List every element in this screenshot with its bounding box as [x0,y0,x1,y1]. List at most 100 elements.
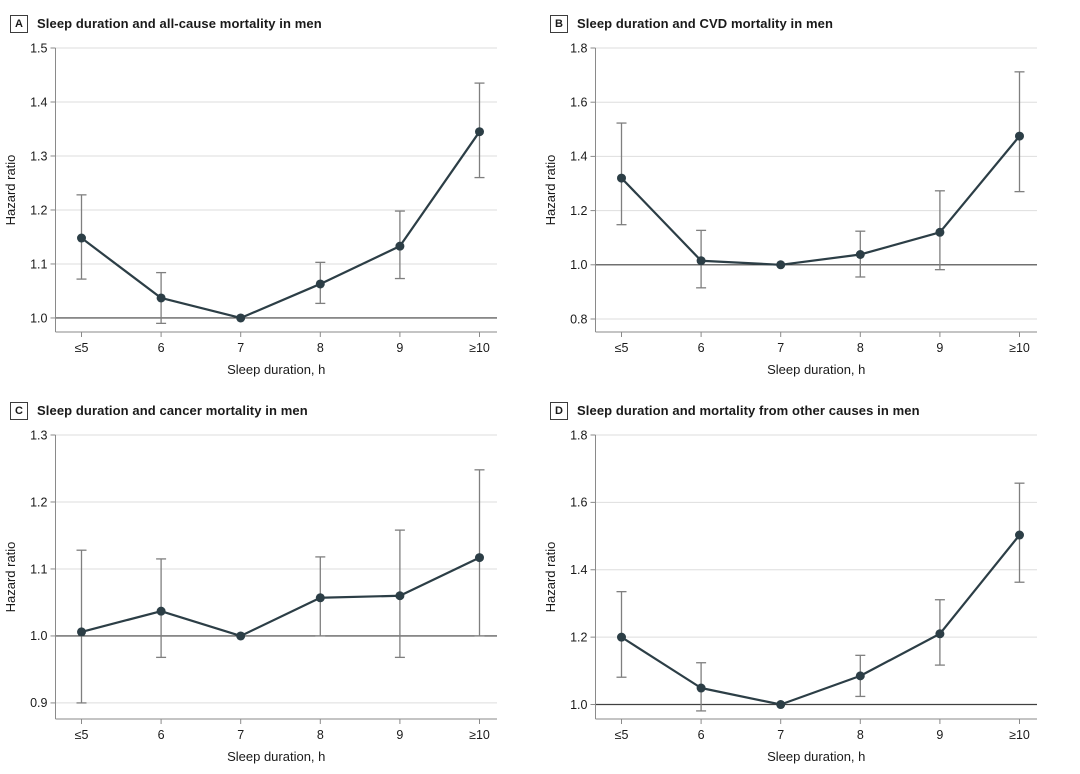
x-tick-label: 7 [237,728,244,742]
x-tick-label: 8 [317,728,324,742]
data-point [935,227,945,237]
y-axis-title: Hazard ratio [543,155,558,226]
axes [595,435,1037,720]
y-axis-ticks: 0.8 1.0 1.2 1.4 1.6 1.8 [570,41,596,326]
panel-b: B Sleep duration and CVD mortality in me… [540,0,1080,387]
y-axis-title: Hazard ratio [543,542,558,613]
data-point [855,671,865,681]
x-axis-title: Sleep duration, h [767,749,865,764]
y-tick-label: 1.3 [30,428,47,442]
panel-c-plot: 0.9 1.0 1.1 1.2 1.3 ≤5 6 7 8 9 ≥10 Sleep duration, … [3,428,497,764]
panel-d: D Sleep duration and mortality from othe… [540,387,1080,774]
y-axis-title: Hazard ratio [3,542,18,613]
y-tick-label: 1.0 [570,258,587,272]
panel-a-letter-badge: A [10,14,28,33]
x-tick-label: 9 [936,341,943,355]
data-point [776,260,786,270]
y-tick-label: 1.1 [30,562,47,576]
x-tick-label: ≥10 [1009,341,1030,355]
x-axis-ticks: ≤5 6 7 8 9 ≥10 [75,332,490,355]
y-tick-label: 1.6 [570,95,587,109]
data-point [1015,530,1024,540]
y-tick-label: 1.2 [570,204,587,218]
data-points [77,553,484,641]
panel-c-letter-badge: C [10,401,28,420]
y-tick-label: 0.8 [570,312,587,326]
x-axis-title: Sleep duration, h [227,749,325,764]
trend-line [620,135,1021,266]
panel-a-header: A Sleep duration and all-cause mortality… [0,0,540,36]
y-tick-label: 1.2 [570,630,587,644]
y-tick-label: 1.8 [570,428,587,442]
data-point [77,233,86,243]
panel-b-letter-badge: B [550,14,568,33]
x-tick-label: ≤5 [75,341,89,355]
error-bars [76,82,485,325]
axes [55,435,497,720]
y-tick-label: 1.8 [570,41,587,55]
panel-b-title: Sleep duration and CVD mortality in men [577,16,833,31]
y-axis-ticks: 1.0 1.1 1.2 1.3 1.4 1.5 [30,41,56,325]
x-tick-label: 7 [777,341,784,355]
panel-d-title: Sleep duration and mortality from other … [577,403,920,418]
x-tick-label: ≥10 [469,341,490,355]
panel-a: A Sleep duration and all-cause mortality… [0,0,540,387]
data-point [395,241,405,251]
x-tick-label: 7 [777,728,784,742]
panel-c: C Sleep duration and cancer mortality in… [0,387,540,774]
x-axis-ticks: ≤5 6 7 8 9 ≥10 [75,719,490,742]
y-tick-label: 1.4 [30,95,47,109]
gridlines [55,434,497,704]
y-tick-label: 1.0 [30,629,47,643]
y-tick-label: 1.6 [570,496,587,510]
x-axis-title: Sleep duration, h [227,362,325,377]
gridlines [595,434,1037,638]
panel-d-letter-badge: D [550,401,568,420]
data-point [617,632,626,642]
data-point [236,631,246,641]
data-point [696,256,706,266]
x-tick-label: 6 [158,728,165,742]
data-point [156,606,166,616]
x-tick-label: 9 [936,728,943,742]
panel-c-header: C Sleep duration and cancer mortality in… [0,387,540,423]
y-tick-label: 1.4 [570,563,587,577]
data-point [1015,131,1024,141]
data-point [77,627,86,637]
y-tick-label: 1.2 [30,203,47,217]
x-tick-label: ≤5 [615,728,629,742]
error-bars [616,482,1025,712]
data-point [395,591,405,601]
y-tick-label: 1.0 [570,698,587,712]
x-axis-ticks: ≤5 6 7 8 9 ≥10 [615,719,1030,742]
axes [55,48,497,333]
x-tick-label: ≥10 [469,728,490,742]
panel-b-plot: 0.8 1.0 1.2 1.4 1.6 1.8 ≤5 6 7 8 9 ≥10 Sleep duratio… [543,41,1037,377]
trend-line [620,534,1021,706]
y-axis-title: Hazard ratio [3,155,18,226]
x-tick-label: ≤5 [615,341,629,355]
panel-a-title: Sleep duration and all-cause mortality i… [37,16,322,31]
data-point [696,683,706,693]
panel-d-header: D Sleep duration and mortality from othe… [540,387,1080,423]
x-tick-label: 9 [396,341,403,355]
data-point [935,629,945,639]
x-tick-label: 6 [698,728,705,742]
x-tick-label: 6 [698,341,705,355]
data-point [315,593,325,603]
data-point [236,313,246,323]
panel-a-plot: 1.0 1.1 1.2 1.3 1.4 1.5 ≤5 6 7 8 9 ≥10 Sleep duratio… [3,41,497,377]
y-tick-label: 1.5 [30,41,47,55]
axes [595,48,1037,333]
x-tick-label: 8 [857,728,864,742]
x-tick-label: 8 [857,341,864,355]
data-point [156,293,166,303]
y-tick-label: 1.2 [30,495,47,509]
x-tick-label: 9 [396,728,403,742]
data-points [617,131,1024,270]
x-axis-title: Sleep duration, h [767,362,865,377]
x-tick-label: 8 [317,341,324,355]
x-tick-label: ≥10 [1009,728,1030,742]
gridlines [55,47,497,265]
y-axis-ticks: 1.0 1.2 1.4 1.6 1.8 [570,428,596,712]
